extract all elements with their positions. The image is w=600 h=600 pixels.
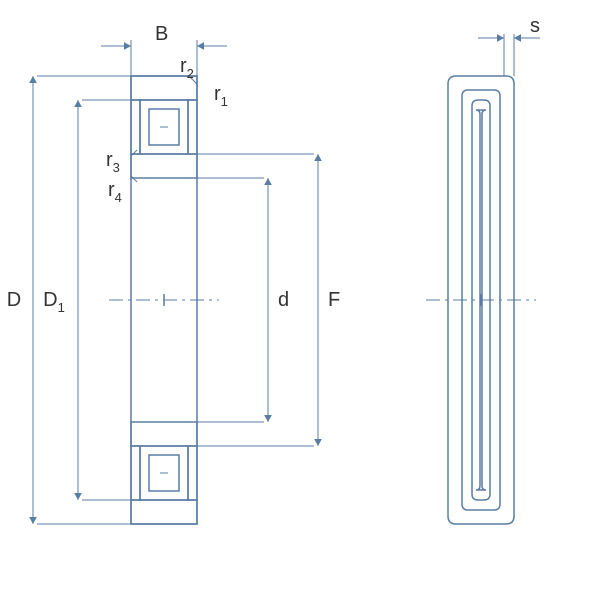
svg-text:B: B [155, 23, 168, 45]
svg-text:D1: D1 [43, 289, 65, 315]
bearing-diagram: Bs D D1 d Fr1 r2 r3 r4 [0, 0, 600, 600]
svg-text:s: s [530, 15, 540, 37]
svg-text:r2: r2 [180, 55, 194, 81]
svg-text:F: F [328, 289, 340, 311]
svg-text:d: d [278, 289, 289, 311]
svg-text:r4: r4 [108, 179, 122, 205]
svg-text:r1: r1 [214, 83, 228, 109]
svg-text:D: D [7, 289, 21, 311]
svg-text:r3: r3 [106, 149, 120, 175]
